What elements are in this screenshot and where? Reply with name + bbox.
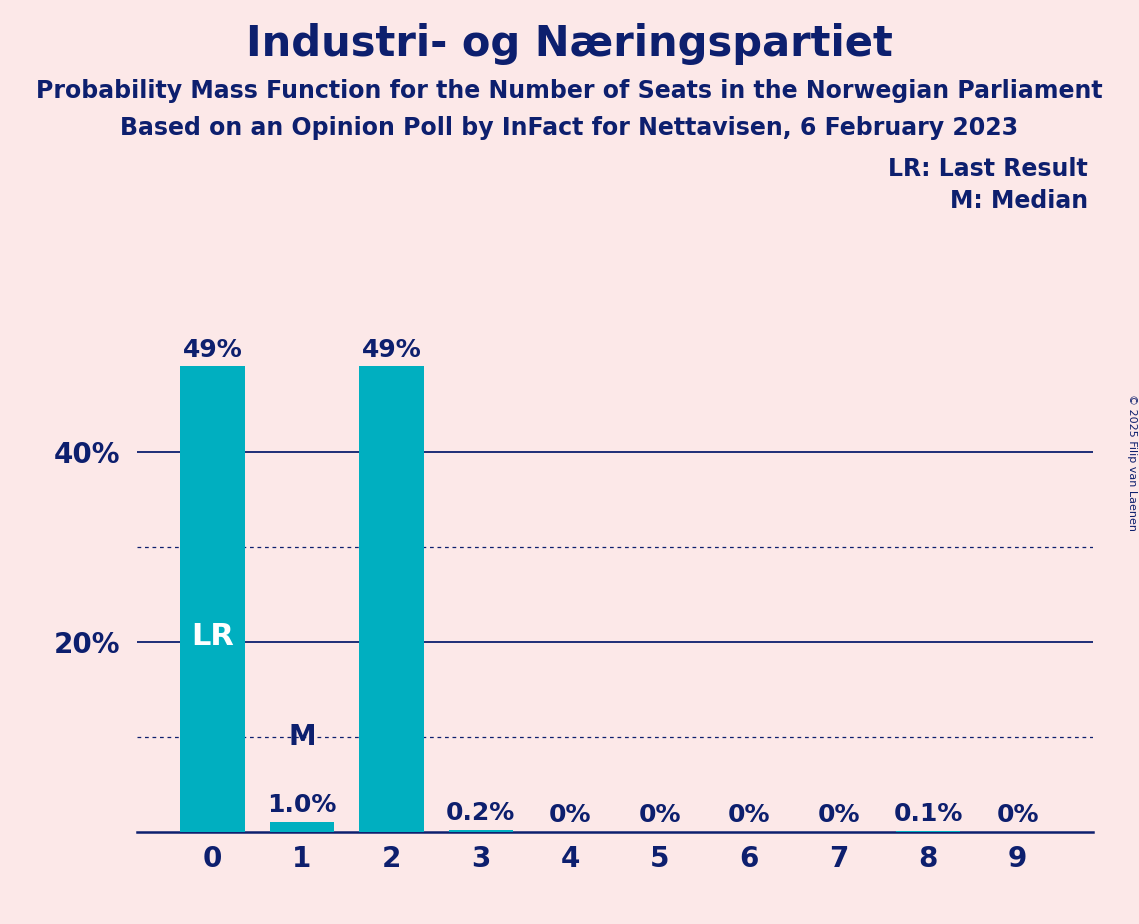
Text: Probability Mass Function for the Number of Seats in the Norwegian Parliament: Probability Mass Function for the Number… [36, 79, 1103, 103]
Text: 49%: 49% [361, 337, 421, 361]
Text: 0%: 0% [997, 803, 1039, 827]
Text: M: M [288, 723, 316, 751]
Text: 0%: 0% [818, 803, 860, 827]
Text: M: Median: M: Median [950, 189, 1088, 213]
Bar [180, 367, 245, 832]
Text: LR: Last Result: LR: Last Result [888, 157, 1088, 181]
Bar [359, 367, 424, 832]
Text: 0.1%: 0.1% [894, 802, 962, 826]
Text: 0%: 0% [728, 803, 771, 827]
Bar [896, 831, 960, 832]
Text: 0.2%: 0.2% [446, 801, 516, 825]
Text: LR: LR [191, 622, 233, 650]
Text: Industri- og Næringspartiet: Industri- og Næringspartiet [246, 23, 893, 65]
Text: 49%: 49% [182, 337, 243, 361]
Text: © 2025 Filip van Laenen: © 2025 Filip van Laenen [1126, 394, 1137, 530]
Text: 1.0%: 1.0% [268, 794, 336, 818]
Text: 0%: 0% [639, 803, 681, 827]
Bar [449, 830, 513, 832]
Bar [270, 822, 334, 832]
Text: 0%: 0% [549, 803, 591, 827]
Text: Based on an Opinion Poll by InFact for Nettavisen, 6 February 2023: Based on an Opinion Poll by InFact for N… [121, 116, 1018, 140]
